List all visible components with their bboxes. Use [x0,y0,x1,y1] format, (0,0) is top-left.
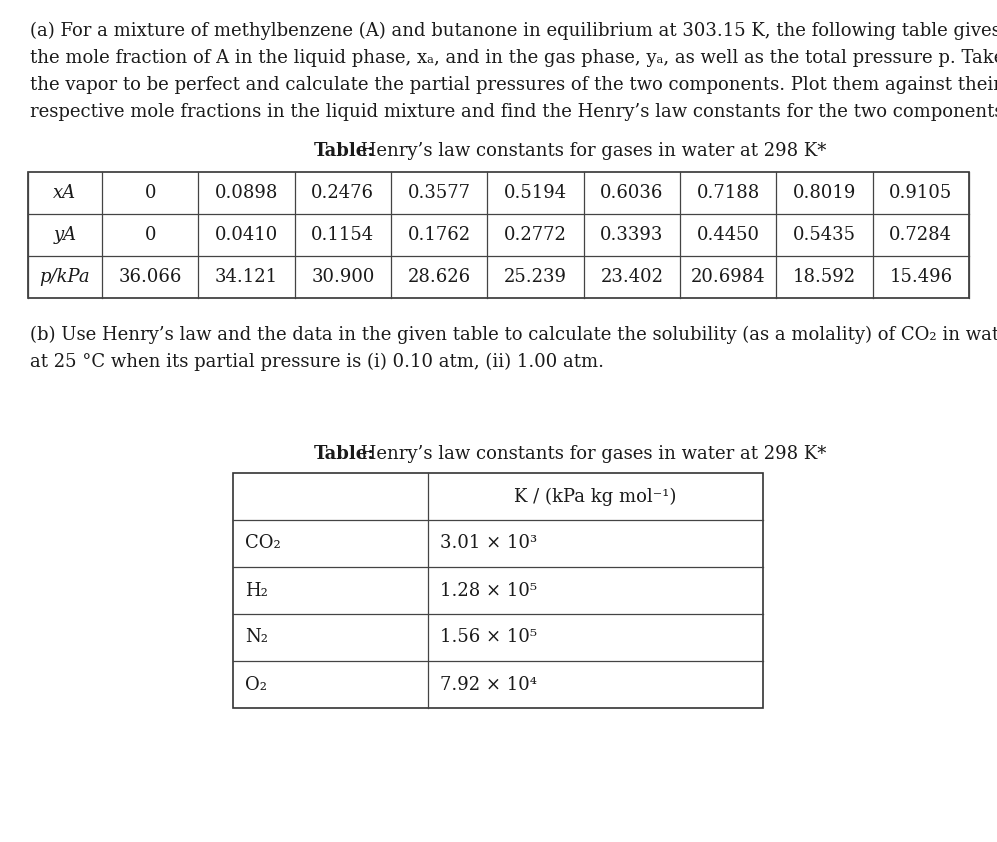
Text: yA: yA [54,226,77,244]
Text: Table:: Table: [314,142,375,160]
Text: 34.121: 34.121 [215,268,278,286]
Text: Table: Henry’s law constants for gases in water at 298 K*: Table: Henry’s law constants for gases i… [234,445,762,463]
Text: 0.0898: 0.0898 [214,184,278,202]
Text: 0.7284: 0.7284 [889,226,952,244]
Bar [233,473,763,708]
Text: the vapor to be perfect and calculate the partial pressures of the two component: the vapor to be perfect and calculate th… [30,76,997,94]
Text: p/kPa: p/kPa [40,268,91,286]
Text: 23.402: 23.402 [600,268,663,286]
Text: (a) For a mixture of methylbenzene (A) and butanone in equilibrium at 303.15 K, : (a) For a mixture of methylbenzene (A) a… [30,22,997,40]
Text: 0.4450: 0.4450 [697,226,760,244]
Text: 28.626: 28.626 [408,268,471,286]
Text: CO₂: CO₂ [245,535,281,552]
Text: Henry’s law constants for gases in water at 298 K*: Henry’s law constants for gases in water… [355,142,826,160]
Bar [28,172,969,298]
Text: K / (kPa kg mol⁻¹): K / (kPa kg mol⁻¹) [514,488,677,506]
Text: 0.1762: 0.1762 [408,226,471,244]
Text: H₂: H₂ [245,582,268,600]
Text: 0.9105: 0.9105 [889,184,952,202]
Text: 36.066: 36.066 [119,268,181,286]
Text: 0.1154: 0.1154 [311,226,375,244]
Text: Table:: Table: [314,445,375,463]
Text: N₂: N₂ [245,628,268,647]
Text: 0.5435: 0.5435 [793,226,856,244]
Text: 3.01 × 10³: 3.01 × 10³ [440,535,537,552]
Text: 0.3393: 0.3393 [600,226,664,244]
Text: 15.496: 15.496 [889,268,952,286]
Text: 25.239: 25.239 [504,268,567,286]
Text: 20.6984: 20.6984 [691,268,766,286]
Text: 0.5194: 0.5194 [503,184,567,202]
Text: 0.7188: 0.7188 [697,184,760,202]
Text: xA: xA [54,184,77,202]
Text: Table: Henry’s law constants for gases in water at 298 K*: Table: Henry’s law constants for gases i… [234,142,762,160]
Text: 0.0410: 0.0410 [215,226,278,244]
Text: 0.2476: 0.2476 [311,184,374,202]
Text: 0.2772: 0.2772 [504,226,567,244]
Text: 1.56 × 10⁵: 1.56 × 10⁵ [440,628,537,647]
Text: 7.92 × 10⁴: 7.92 × 10⁴ [440,675,537,694]
Text: (b) Use Henry’s law and the data in the given table to calculate the solubility : (b) Use Henry’s law and the data in the … [30,326,997,344]
Text: 1.28 × 10⁵: 1.28 × 10⁵ [440,582,537,600]
Text: Henry’s law constants for gases in water at 298 K*: Henry’s law constants for gases in water… [355,445,826,463]
Text: the mole fraction of A in the liquid phase, xₐ, and in the gas phase, yₐ, as wel: the mole fraction of A in the liquid pha… [30,49,997,67]
Text: 0: 0 [145,184,156,202]
Text: 0: 0 [145,226,156,244]
Text: respective mole fractions in the liquid mixture and find the Henry’s law constan: respective mole fractions in the liquid … [30,103,997,121]
Text: 0.8019: 0.8019 [793,184,856,202]
Text: O₂: O₂ [245,675,267,694]
Text: at 25 °C when its partial pressure is (i) 0.10 atm, (ii) 1.00 atm.: at 25 °C when its partial pressure is (i… [30,353,604,371]
Text: 18.592: 18.592 [793,268,856,286]
Text: 0.3577: 0.3577 [408,184,471,202]
Text: 30.900: 30.900 [311,268,375,286]
Text: 0.6036: 0.6036 [600,184,664,202]
